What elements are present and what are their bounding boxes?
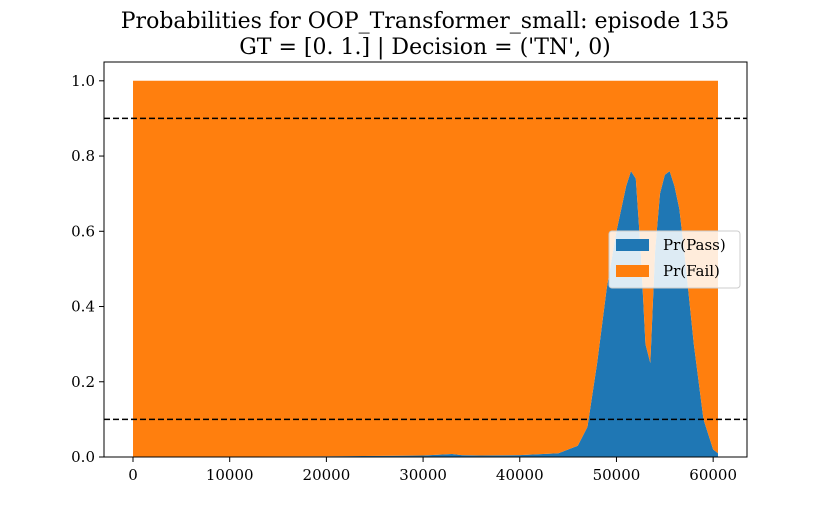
- area-series-pr-pass: [133, 171, 718, 457]
- x-tick-label: 10000: [206, 466, 254, 484]
- y-tick-label: 0.4: [71, 298, 95, 316]
- x-axis: 0 10000 20000 30000 40000 50000 60000: [128, 457, 737, 484]
- plot-area: [133, 80, 718, 457]
- plot-frame: [103, 61, 748, 458]
- y-tick-label: 0.0: [71, 448, 95, 466]
- legend-swatch-pass: [616, 239, 649, 251]
- y-tick-label: 0.8: [71, 147, 95, 165]
- x-tick-label: 50000: [593, 466, 641, 484]
- x-tick-label: 60000: [689, 466, 737, 484]
- y-tick-label: 0.2: [71, 373, 95, 391]
- y-tick-label: 0.6: [71, 222, 95, 240]
- y-tick-label: 1.0: [71, 72, 95, 90]
- chart-title: Probabilities for OOP_Transformer_small:…: [121, 9, 729, 34]
- legend-label-pass: Pr(Pass): [663, 236, 726, 254]
- threshold-lines: [104, 117, 747, 421]
- x-tick-label: 20000: [303, 466, 351, 484]
- x-tick-label: 40000: [496, 466, 544, 484]
- x-tick-label: 30000: [399, 466, 447, 484]
- legend-swatch-fail: [616, 265, 649, 277]
- area-series-pr-fail: [133, 80, 718, 457]
- chart-subtitle: GT = [0. 1.] | Decision = ('TN', 0): [239, 35, 611, 60]
- y-axis: 0.0 0.2 0.4 0.6 0.8 1.0: [71, 72, 104, 466]
- legend: Pr(Pass) Pr(Fail): [608, 230, 741, 289]
- legend-label-fail: Pr(Fail): [663, 262, 720, 280]
- x-tick-label: 0: [128, 466, 138, 484]
